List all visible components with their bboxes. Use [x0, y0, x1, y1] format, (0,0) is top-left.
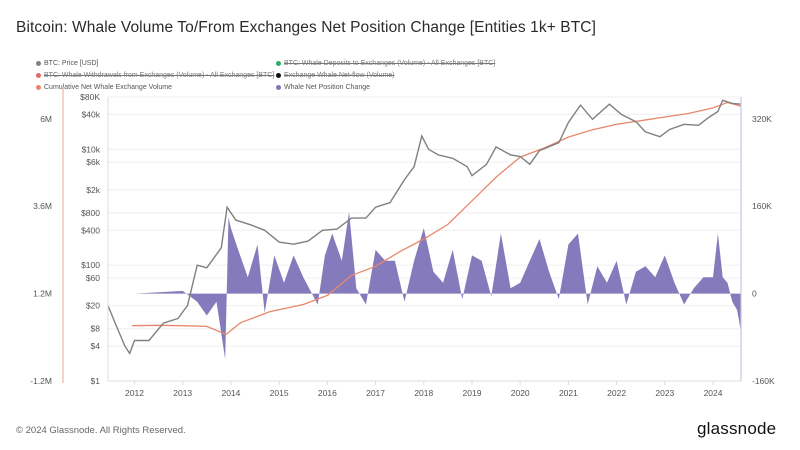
x-tick-label: 2019: [463, 388, 482, 398]
legend-dot-netflow: [276, 72, 281, 78]
x-tick-label: 2016: [318, 388, 337, 398]
price-tick-label: $10k: [82, 144, 101, 154]
x-tick-label: 2018: [414, 388, 433, 398]
cumulative-tick-label: 6M: [40, 114, 52, 124]
net-position-tick-label: 0: [752, 289, 757, 299]
price-tick-label: $8: [91, 324, 101, 334]
legend-label: Cumulative Net Whale Exchange Volume: [44, 84, 173, 91]
legend-item-cumulative[interactable]: Cumulative Net Whale Exchange Volume: [36, 84, 172, 91]
price-tick-label: $1: [91, 376, 101, 386]
legend-item-deposits[interactable]: BTC: Whale Deposits to Exchanges (Volume…: [276, 60, 495, 67]
x-tick-label: 2017: [366, 388, 385, 398]
x-tick-label: 2021: [559, 388, 578, 398]
net-position-area: [134, 211, 741, 360]
legend-item-price[interactable]: BTC: Price [USD]: [36, 60, 98, 67]
legend-label: BTC: Whale Withdrawals from Exchanges (V…: [44, 72, 275, 79]
legend-dot-net-position: [276, 84, 281, 90]
legend-label: Whale Net Position Change: [284, 84, 370, 91]
legend-dot-cumulative: [36, 84, 41, 90]
legend-item-net-position[interactable]: Whale Net Position Change: [276, 84, 370, 91]
legend-label: BTC: Whale Deposits to Exchanges (Volume…: [284, 60, 496, 67]
price-tick-label: $4: [91, 341, 101, 351]
cumulative-tick-label: 1.2M: [33, 289, 52, 299]
x-tick-label: 2014: [221, 388, 240, 398]
x-tick-label: 2023: [655, 388, 674, 398]
price-tick-label: $800: [81, 208, 100, 218]
legend-dot-withdrawals: [36, 72, 41, 78]
x-tick-label: 2022: [607, 388, 626, 398]
legend-dot-deposits: [276, 60, 281, 66]
axes: $1 $4 $8 $20 $60 $100 $400 $800 $2k $6k $10k $40k $8…: [30, 87, 775, 398]
chart-title: Bitcoin: Whale Volume To/From Exchanges …: [16, 19, 596, 36]
cumulative-tick-label: -1.2M: [30, 376, 52, 386]
legend-item-netflow[interactable]: Exchange Whale Net-flow (Volume): [276, 72, 395, 79]
net-position-tick-label: -160K: [752, 376, 775, 386]
net-position-tick-label: 320K: [752, 114, 772, 124]
glassnode-logo: glassnode: [697, 419, 777, 438]
price-series: [107, 99, 742, 355]
x-tick-label: 2020: [511, 388, 530, 398]
cumulative-tick-label: 3.6M: [33, 201, 52, 211]
x-tick-label: 2013: [173, 388, 192, 398]
net-position-tick-label: 160K: [752, 201, 772, 211]
legend-label: BTC: Price [USD]: [44, 60, 99, 67]
cumulative-series: [132, 101, 742, 336]
legend-dot-price: [36, 60, 41, 66]
series-lines: [107, 99, 742, 355]
price-tick-label: $80K: [80, 92, 100, 102]
x-tick-label: 2024: [704, 388, 723, 398]
price-tick-label: $100: [81, 260, 100, 270]
price-tick-label: $400: [81, 225, 100, 235]
x-tick-label: 2015: [270, 388, 289, 398]
price-tick-label: $20: [86, 301, 100, 311]
price-tick-label: $60: [86, 273, 100, 283]
legend-label: Exchange Whale Net-flow (Volume): [284, 72, 395, 79]
legend-item-withdrawals[interactable]: BTC: Whale Withdrawals from Exchanges (V…: [36, 72, 274, 79]
price-tick-label: $40k: [82, 109, 101, 119]
net-position-series: [134, 211, 741, 360]
x-tick-label: 2012: [125, 388, 144, 398]
price-tick-label: $6k: [86, 157, 100, 167]
price-tick-label: $2k: [86, 185, 100, 195]
copyright-footer: © 2024 Glassnode. All Rights Reserved.: [16, 425, 186, 436]
